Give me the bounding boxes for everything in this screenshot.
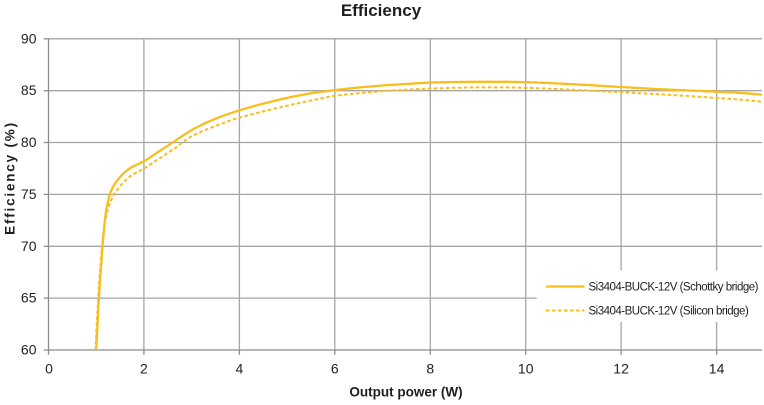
svg-text:75: 75	[21, 186, 37, 202]
svg-text:14: 14	[709, 361, 725, 377]
svg-text:10: 10	[518, 361, 534, 377]
svg-text:12: 12	[613, 361, 629, 377]
svg-text:Efficiency: Efficiency	[341, 1, 422, 20]
svg-text:4: 4	[236, 361, 244, 377]
svg-text:85: 85	[21, 82, 37, 98]
svg-text:6: 6	[331, 361, 339, 377]
svg-text:Si3404-BUCK-12V (Schottky brid: Si3404-BUCK-12V (Schottky bridge)	[589, 282, 759, 294]
svg-text:65: 65	[21, 290, 37, 306]
svg-text:Si3404-BUCK-12V (Silicon bridg: Si3404-BUCK-12V (Silicon bridge)	[589, 306, 749, 318]
svg-text:Efficiency (%): Efficiency (%)	[3, 121, 18, 235]
svg-text:8: 8	[426, 361, 434, 377]
svg-text:70: 70	[21, 238, 37, 254]
svg-text:90: 90	[21, 30, 37, 46]
svg-text:2: 2	[140, 361, 148, 377]
svg-text:0: 0	[45, 361, 53, 377]
svg-text:60: 60	[21, 342, 37, 358]
svg-text:Output power (W): Output power (W)	[349, 385, 462, 400]
svg-text:80: 80	[21, 134, 37, 150]
